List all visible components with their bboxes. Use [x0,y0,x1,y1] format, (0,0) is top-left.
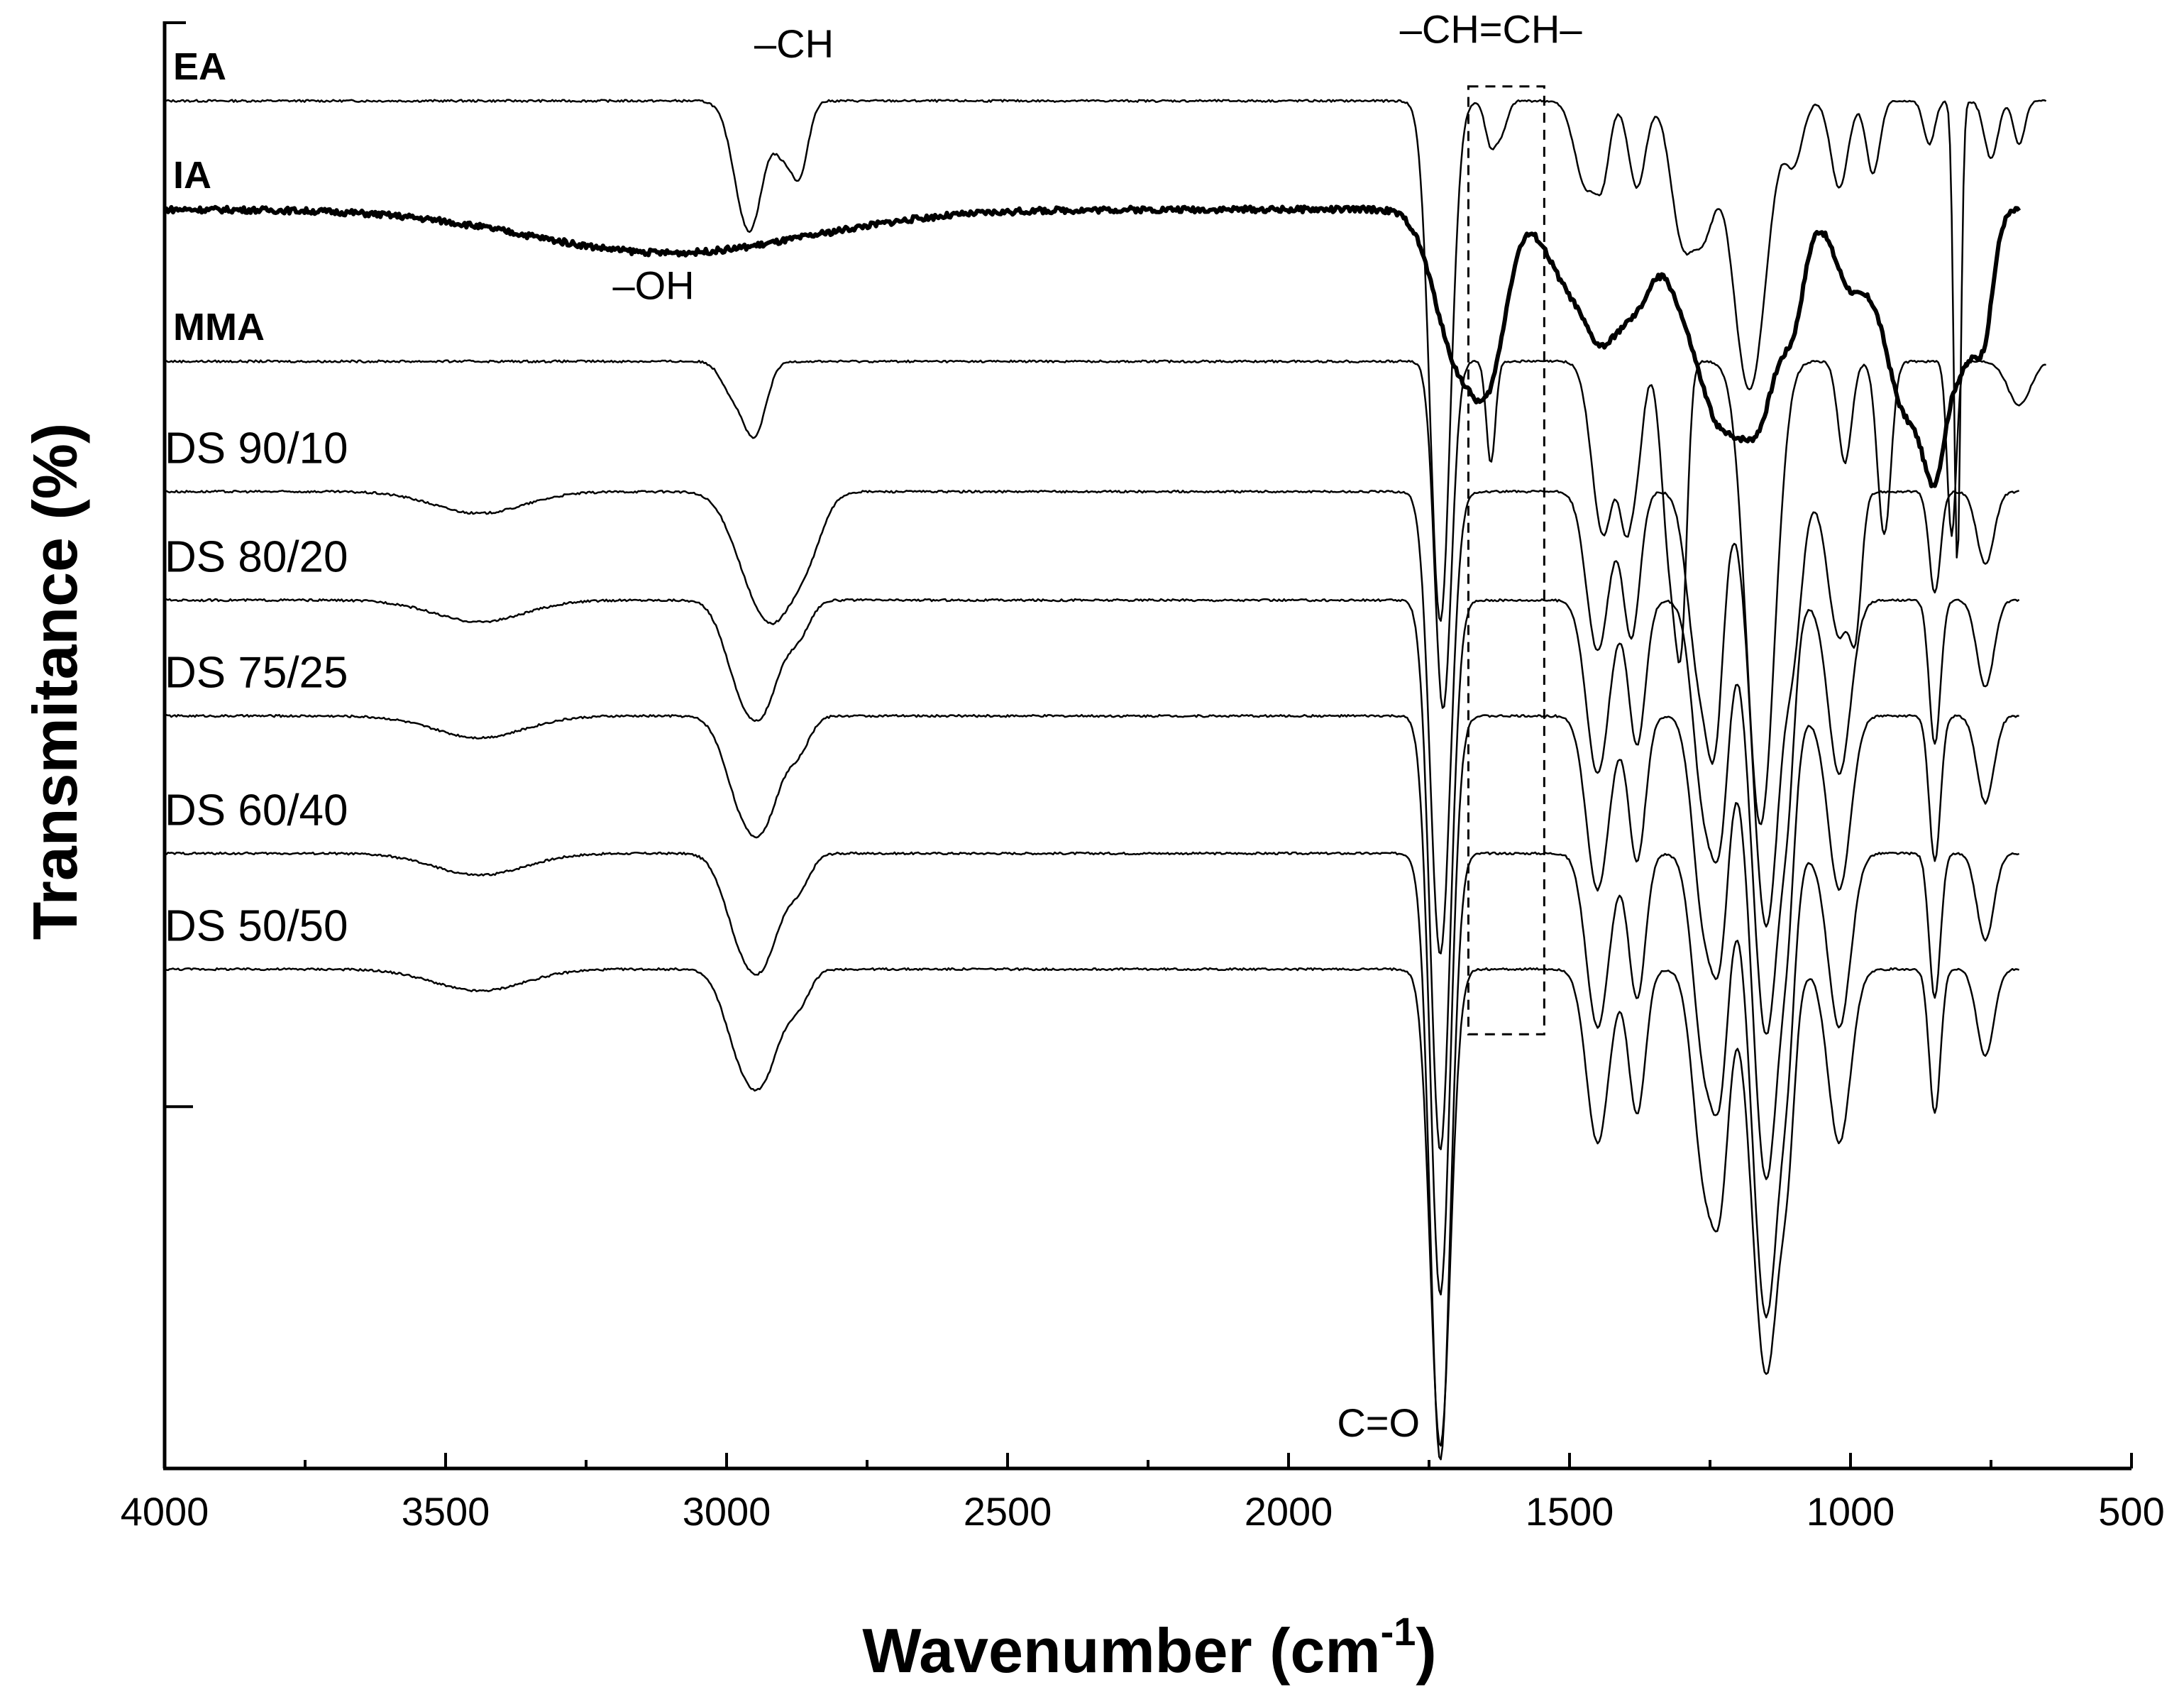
x-tick-label: 2500 [964,1489,1052,1534]
series-label: MMA [173,306,265,348]
x-axis-title-end: ) [1416,1615,1436,1686]
series-label: DS 60/40 [165,786,348,835]
spectrum-line-ea [164,99,2047,622]
spectrum-line-ds-80-20 [164,598,2020,1150]
spectrum-line-ds-75-25 [164,713,2019,1296]
x-tick-label: 1000 [1807,1489,1895,1534]
x-axis-title-main: Wavenumber (cm [862,1615,1380,1686]
x-tick-label: 3000 [683,1489,771,1534]
series-label: DS 50/50 [165,902,348,951]
spectrum-line-ds-50-50 [164,967,2020,1447]
axes-group [162,21,2131,1471]
spectrum-line-mma [164,359,2046,825]
peak-annotation: –CH=CH– [1400,7,1583,52]
x-axis-title-superscript: -1 [1381,1609,1416,1654]
series-label: DS 80/20 [165,533,348,582]
x-tick-label: 1500 [1526,1489,1614,1534]
x-ticks-group: 4000 3500 3000 2500 2000 1500 1000 500 [121,1453,2165,1534]
series-labels-group: EA IA MMA DS 90/10 DS 80/20 DS 75/25 DS 60/40 D… [165,45,348,950]
peak-annotation: –OH [612,263,694,307]
annotations-group: –CH –OH –CH=CH– C=O [612,7,1582,1446]
highlight-box [1467,85,1545,1036]
spectra-group [164,99,2047,1461]
series-label: DS 90/10 [165,424,348,473]
peak-annotation: C=O [1337,1400,1420,1445]
x-axis-title: Wavenumber (cm-1) [862,1609,1436,1686]
spectrum-line-ds-90-10 [164,489,2019,955]
series-label: DS 75/25 [165,649,348,698]
x-tick-label: 3500 [402,1489,490,1534]
x-tick-label: 4000 [121,1489,209,1534]
y-axis-title: Transmitance (%) [20,423,90,940]
spectrum-line-ia [164,204,2022,488]
spectrum-line-ds-60-40 [164,851,2020,1461]
series-label: EA [173,45,226,88]
x-tick-label: 2000 [1245,1489,1333,1534]
series-label: IA [173,154,211,197]
peak-annotation: –CH [754,21,834,66]
x-tick-label: 500 [2098,1489,2164,1534]
